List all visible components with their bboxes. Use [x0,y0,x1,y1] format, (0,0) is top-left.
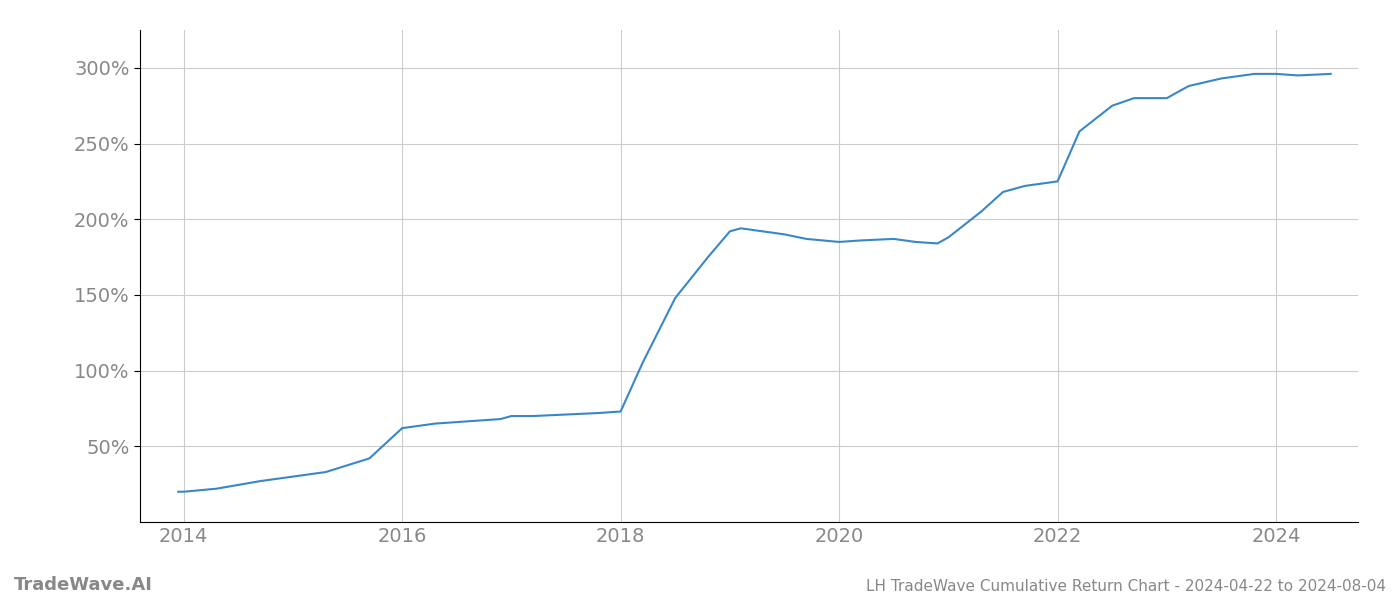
Text: TradeWave.AI: TradeWave.AI [14,576,153,594]
Text: LH TradeWave Cumulative Return Chart - 2024-04-22 to 2024-08-04: LH TradeWave Cumulative Return Chart - 2… [867,579,1386,594]
